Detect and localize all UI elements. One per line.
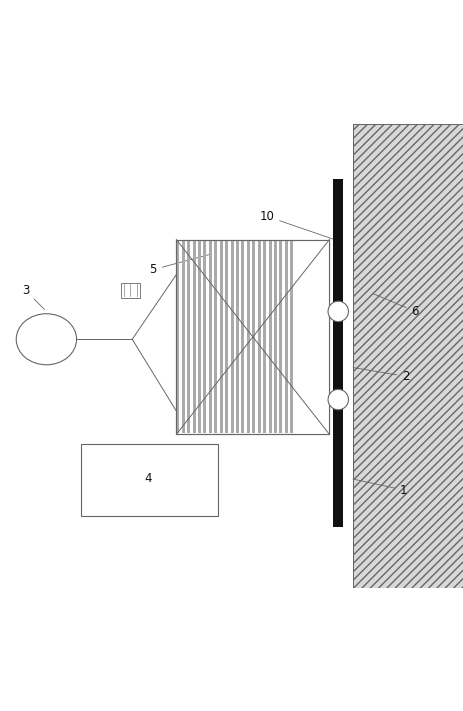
Bar xyxy=(208,241,212,432)
Bar xyxy=(274,241,276,432)
Bar xyxy=(290,241,293,432)
Bar xyxy=(236,241,238,432)
Bar xyxy=(176,240,329,434)
Text: 2: 2 xyxy=(352,368,409,383)
Bar xyxy=(176,241,179,432)
Bar xyxy=(192,241,195,432)
Bar xyxy=(81,444,218,515)
Text: 5: 5 xyxy=(149,254,210,276)
Bar xyxy=(252,241,255,432)
Bar xyxy=(181,241,184,432)
Bar xyxy=(295,240,329,434)
Text: 3: 3 xyxy=(22,284,44,309)
Bar xyxy=(332,179,343,527)
Text: 6: 6 xyxy=(373,294,418,318)
Bar xyxy=(120,283,140,297)
Bar xyxy=(203,241,206,432)
Bar xyxy=(230,241,233,432)
Circle shape xyxy=(327,390,348,410)
Bar xyxy=(241,241,244,432)
Text: 4: 4 xyxy=(144,472,152,485)
Bar xyxy=(284,241,287,432)
Circle shape xyxy=(327,301,348,321)
Bar xyxy=(246,241,250,432)
Bar xyxy=(176,240,329,434)
Bar xyxy=(263,241,266,432)
Bar xyxy=(257,241,260,432)
Bar xyxy=(268,241,271,432)
Bar xyxy=(219,241,222,432)
Bar xyxy=(279,241,282,432)
Bar xyxy=(214,241,217,432)
Bar xyxy=(225,241,228,432)
Text: 10: 10 xyxy=(259,210,338,241)
Text: 1: 1 xyxy=(352,479,407,496)
Bar xyxy=(198,241,200,432)
Ellipse shape xyxy=(16,314,76,365)
Bar xyxy=(352,124,463,587)
Bar xyxy=(187,241,190,432)
